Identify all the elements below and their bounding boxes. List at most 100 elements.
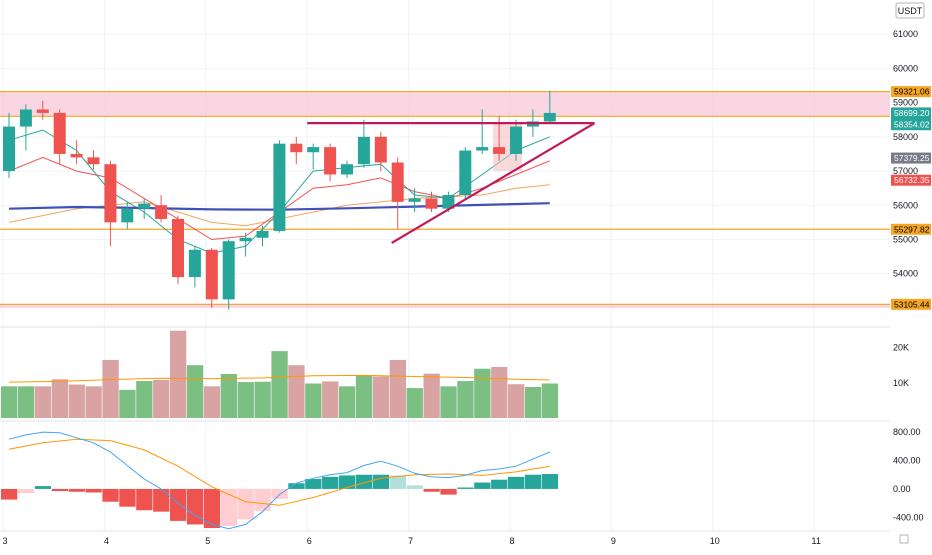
volume-bar bbox=[372, 376, 390, 418]
macd-histogram-bar bbox=[1, 488, 18, 500]
candle-body bbox=[104, 164, 117, 223]
x-axis: 3 4 5 6 7 8 9 10 11 bbox=[2, 534, 909, 546]
macd-histogram-bar bbox=[457, 487, 474, 489]
macd-histogram-bar bbox=[406, 485, 423, 489]
candle-body bbox=[172, 218, 184, 278]
volume-bar bbox=[170, 330, 187, 418]
price-tag-label: 59321.06 bbox=[894, 87, 930, 97]
macd-histogram-bar bbox=[153, 488, 170, 512]
candle-body bbox=[408, 198, 421, 202]
candle-body bbox=[70, 153, 83, 158]
macd-histogram-bar bbox=[372, 474, 390, 489]
macd-histogram-bar bbox=[288, 483, 305, 489]
macd-histogram-bar bbox=[440, 488, 457, 495]
candle-body bbox=[87, 157, 100, 165]
candle-body bbox=[222, 241, 235, 300]
macd-histogram-bar bbox=[389, 475, 406, 489]
price-tags: 59321.0658699.2001:39:1858354.0257379.25… bbox=[891, 86, 931, 310]
candle-body bbox=[19, 109, 32, 127]
macd-tick-label: 800.00 bbox=[893, 427, 921, 437]
candle-body bbox=[138, 203, 151, 209]
macd-histogram-bar bbox=[85, 488, 102, 493]
volume-bar bbox=[102, 359, 119, 418]
volume-bar bbox=[136, 381, 153, 418]
volume-bar bbox=[423, 373, 440, 418]
macd-histogram-bar bbox=[305, 478, 322, 489]
macd-histogram-bar bbox=[203, 488, 221, 528]
volume-tick-label: 20K bbox=[893, 343, 909, 353]
candle-body bbox=[53, 112, 66, 154]
price-tag-label: 57379.25 bbox=[894, 153, 930, 163]
candle-body bbox=[357, 136, 370, 165]
volume-ma-line bbox=[8, 374, 550, 383]
candle-body bbox=[493, 147, 506, 154]
macd-histogram-bar bbox=[136, 488, 153, 511]
volume-bar bbox=[17, 386, 35, 418]
macd-panel bbox=[1, 431, 559, 530]
candle-body bbox=[273, 143, 286, 231]
macd-histogram-bar bbox=[423, 488, 440, 492]
macd-histogram-bar bbox=[355, 474, 373, 489]
candle-body bbox=[188, 249, 201, 278]
price-tag-bg bbox=[891, 223, 931, 235]
volume-bar bbox=[339, 386, 356, 418]
macd-histogram-bar bbox=[339, 475, 356, 489]
price-tag-bg bbox=[891, 119, 931, 131]
volume-bar bbox=[305, 383, 322, 418]
volume-bar bbox=[220, 374, 237, 418]
candle-body bbox=[290, 143, 303, 153]
axes: USDT 61000 60000 59000 58000 57000 56000 55000… bbox=[890, 0, 932, 550]
candle-body bbox=[510, 126, 522, 154]
currency-badge[interactable] bbox=[895, 2, 925, 19]
price-tag-label: 53105.44 bbox=[894, 299, 930, 309]
macd-histogram-bar bbox=[474, 482, 491, 489]
macd-histogram-bar bbox=[541, 474, 559, 489]
time-tick-label: 7 bbox=[408, 536, 413, 546]
candle-body bbox=[256, 230, 269, 238]
volume-bar bbox=[237, 382, 254, 418]
volume-bar bbox=[491, 366, 508, 418]
time-tick-label: 5 bbox=[205, 536, 210, 546]
candle-body bbox=[155, 205, 168, 219]
volume-bar bbox=[153, 379, 170, 418]
price-tick-label: 56000 bbox=[893, 200, 918, 210]
macd-histogram-bar bbox=[119, 488, 136, 507]
trendline bbox=[391, 122, 596, 244]
time-tick-label: 8 bbox=[509, 536, 514, 546]
price-tag-bg bbox=[891, 86, 931, 98]
price-tag-bg bbox=[891, 174, 931, 186]
price-tick-label: 58000 bbox=[893, 132, 918, 142]
macd-histogram-bar bbox=[34, 486, 52, 489]
price-tag-label: 58699.20 bbox=[894, 108, 930, 118]
time-tick-label: 11 bbox=[812, 536, 821, 546]
volume-bar bbox=[474, 368, 491, 418]
macd-histogram-bar bbox=[491, 479, 508, 489]
macd-histogram-bar bbox=[524, 474, 542, 489]
macd-histogram-bar bbox=[254, 488, 271, 511]
price-tag-label: 56732.35 bbox=[894, 175, 930, 185]
candle-body bbox=[425, 198, 438, 209]
volume-bar bbox=[322, 381, 339, 418]
volume-bar bbox=[1, 386, 18, 418]
candle-body bbox=[391, 162, 404, 202]
volume-bar bbox=[68, 384, 85, 418]
price-tick-label: 55000 bbox=[893, 234, 918, 244]
price-tick-label: 60000 bbox=[893, 63, 918, 73]
volume-bar bbox=[389, 359, 406, 418]
volume-bar bbox=[119, 389, 136, 418]
macd-histogram-bar bbox=[17, 488, 35, 494]
resistance-zone bbox=[0, 304, 890, 308]
volume-bar bbox=[203, 386, 221, 418]
volume-bar bbox=[288, 365, 305, 418]
price-tick-label: 59000 bbox=[893, 98, 918, 108]
candle-body bbox=[476, 147, 489, 151]
price-tag-bg bbox=[891, 152, 931, 164]
time-tick-label: 10 bbox=[710, 536, 720, 546]
candle-body bbox=[239, 237, 252, 242]
price-tick-label: 61000 bbox=[893, 29, 918, 39]
volume-bar bbox=[457, 381, 474, 418]
macd-histogram-bar bbox=[102, 488, 119, 502]
volume-bars bbox=[1, 330, 559, 418]
